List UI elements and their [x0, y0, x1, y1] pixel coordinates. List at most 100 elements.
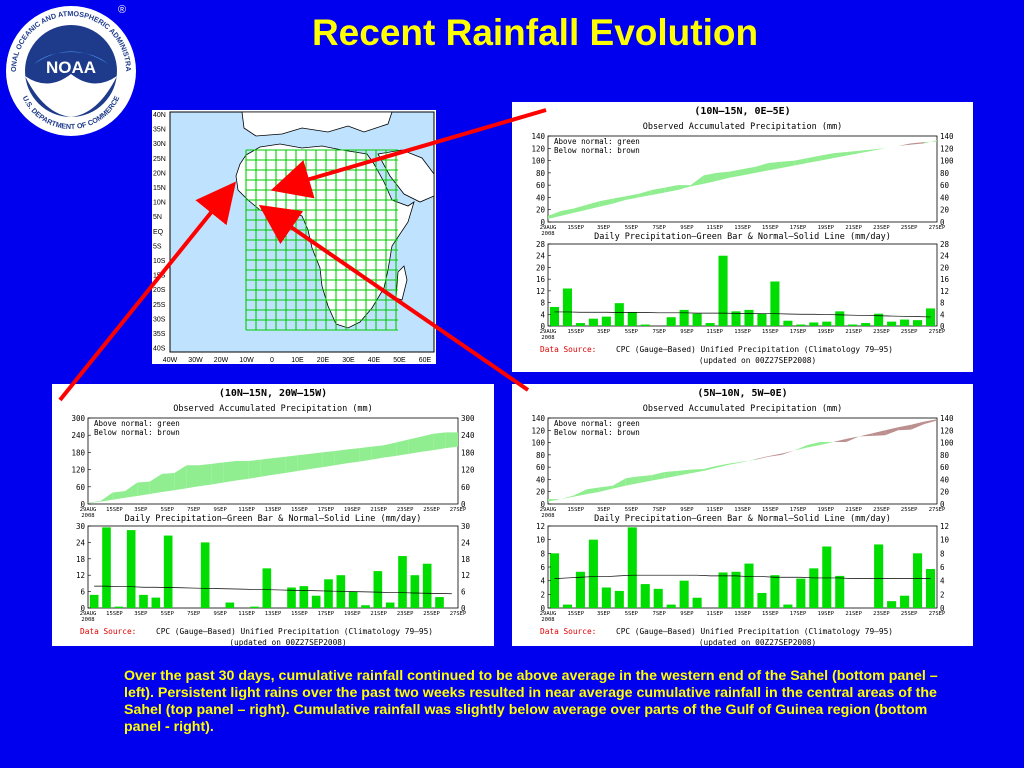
slide-title: Recent Rainfall Evolution [311, 12, 759, 53]
above-normal-band [859, 149, 873, 154]
top-x-tick-label: 17SEP [318, 507, 335, 513]
above-normal-band [794, 158, 808, 166]
daily-bar [299, 586, 309, 608]
top-x-tick-label: 3SEP [597, 225, 611, 231]
top-x-tick-label: 15SEP [762, 507, 779, 513]
bottom-x-tick-label: 19SEP [818, 611, 835, 617]
daily-bar [200, 542, 210, 608]
chart-bottom-left-svg: (10N–15N, 20W–15W) Observed Accumulated P… [71, 388, 475, 646]
above-normal-band [625, 193, 639, 200]
daily-bar [744, 563, 754, 608]
above-normal-band [433, 432, 446, 451]
above-normal-band [445, 432, 458, 449]
daily-normal-line [554, 311, 931, 318]
bottom-x-tick-year: 2008 [81, 617, 94, 623]
daily-bar [913, 320, 923, 326]
bottom-x-tick-year: 2008 [541, 335, 554, 341]
bottom-y-tick-left: 18 [76, 555, 86, 564]
bottom-y-tick-right: 12 [940, 522, 949, 531]
legend-below-normal: Below normal: brown [94, 428, 180, 437]
daily-bar [385, 602, 395, 608]
above-normal-band [651, 472, 665, 481]
top-y-tick-right: 20 [940, 488, 950, 497]
daily-bar [225, 602, 235, 608]
top-x-tick-label: 9SEP [680, 225, 694, 231]
map-lon-label: 20E [317, 357, 330, 364]
bottom-x-tick-label: 29AUG [80, 611, 97, 617]
africa-map: 40N 35N 30N 25N 20N 15N 10N 5N EQ 5S 10S 15S 20S 25S 3… [152, 110, 436, 364]
chart-bottom-frame [87, 525, 459, 609]
above-normal-band [186, 465, 199, 489]
daily-bar [822, 321, 832, 326]
above-normal-band [664, 470, 678, 479]
daily-bar [549, 553, 560, 608]
daily-bar [89, 594, 99, 608]
daily-bar [796, 578, 806, 608]
daily-bar [822, 546, 832, 608]
top-x-tick-label: 7SEP [653, 225, 667, 231]
bottom-y-tick-right: 12 [940, 287, 949, 296]
top-x-tick-label: 25SEP [901, 225, 918, 231]
bottom-x-tick-label: 17SEP [790, 611, 807, 617]
top-x-tick-label: 29AUG [80, 507, 97, 513]
daily-bar [925, 569, 936, 608]
bottom-x-tick-label: 29AUG [540, 611, 557, 617]
bottom-x-tick-label: 11SEP [238, 611, 255, 617]
daily-bar [679, 309, 689, 326]
daily-bar [627, 311, 637, 326]
bottom-y-tick-left: 4 [540, 310, 545, 319]
daily-bar [718, 255, 728, 326]
top-y-tick-right: 80 [940, 169, 950, 178]
africa-map-svg: 40N 35N 30N 25N 20N 15N 10N 5N EQ 5S 10S 15S 20S 25S 3… [153, 111, 435, 364]
bottom-x-tick-label: 5SEP [161, 611, 175, 617]
bottom-y-tick-right: 10 [940, 536, 950, 545]
chart-bottom-right-svg: (5N–10N, 5W–0E) Observed Accumulated Prec… [531, 388, 954, 646]
top-x-tick-label: 3SEP [597, 507, 611, 513]
bottom-x-tick-label: 25SEP [901, 329, 918, 335]
daily-bar [809, 322, 819, 326]
top-y-tick-right: 240 [461, 431, 475, 440]
data-source-text: CPC (Gauge–Based) Unified Precipitation … [156, 627, 433, 636]
above-normal-band [347, 448, 360, 464]
above-normal-band [872, 148, 886, 151]
top-y-tick-left: 60 [536, 463, 546, 472]
bottom-x-tick-label: 11SEP [706, 329, 723, 335]
daily-bar [835, 311, 845, 326]
bottom-y-tick-right: 0 [940, 604, 945, 613]
above-normal-band [408, 436, 421, 454]
bottom-y-tick-right: 6 [461, 588, 466, 597]
above-normal-band [322, 450, 335, 468]
top-y-tick-left: 140 [531, 414, 545, 423]
above-normal-band [599, 198, 613, 207]
top-y-tick-left: 180 [71, 448, 85, 457]
daily-bar [874, 313, 884, 326]
above-normal-band [396, 439, 409, 456]
above-normal-band [703, 465, 717, 471]
top-x-tick-label: 27SEP [929, 507, 946, 513]
bottom-x-tick-label: 27SEP [929, 611, 946, 617]
chart-bottom-title: Daily Precipitation–Green Bar & Normal–S… [594, 232, 891, 242]
top-x-tick-label: 19SEP [818, 225, 835, 231]
bottom-y-tick-right: 28 [940, 240, 950, 249]
bottom-y-tick-right: 6 [940, 563, 945, 572]
data-source-label: Data Source: [540, 345, 596, 354]
top-y-tick-right: 100 [940, 157, 954, 166]
daily-bar [925, 308, 936, 326]
daily-bar [666, 604, 676, 608]
map-lon-label: 30W [188, 357, 203, 364]
top-y-tick-right: 0 [940, 218, 945, 227]
daily-bar [575, 571, 585, 608]
top-x-tick-label: 5SEP [625, 507, 639, 513]
below-normal-band [898, 424, 912, 431]
above-normal-band [729, 461, 743, 465]
bottom-x-tick-label: 3SEP [134, 611, 148, 617]
bottom-x-tick-label: 15SEP [568, 329, 585, 335]
map-lat-label: 25S [153, 302, 166, 309]
top-x-tick-label: 15SEP [568, 507, 585, 513]
above-normal-band [560, 495, 574, 500]
daily-bar [102, 527, 111, 608]
bottom-x-tick-label: 5SEP [625, 329, 639, 335]
bottom-x-tick-label: 3SEP [597, 329, 611, 335]
below-normal-band [833, 438, 847, 442]
daily-bar [614, 590, 624, 608]
